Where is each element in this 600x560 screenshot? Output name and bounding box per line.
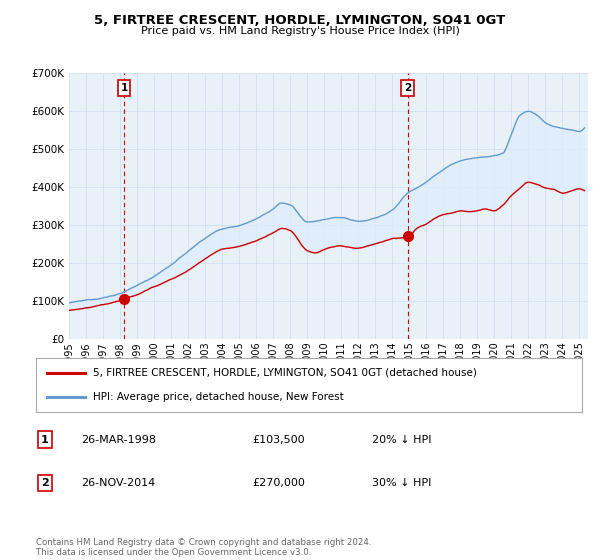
Text: £270,000: £270,000 [252, 478, 305, 488]
Text: 30% ↓ HPI: 30% ↓ HPI [372, 478, 431, 488]
Text: 1: 1 [41, 435, 49, 445]
Text: 26-MAR-1998: 26-MAR-1998 [81, 435, 156, 445]
Text: 26-NOV-2014: 26-NOV-2014 [81, 478, 155, 488]
Text: 1: 1 [121, 83, 128, 93]
Text: 2: 2 [41, 478, 49, 488]
Text: £103,500: £103,500 [252, 435, 305, 445]
Text: HPI: Average price, detached house, New Forest: HPI: Average price, detached house, New … [94, 392, 344, 402]
Text: Price paid vs. HM Land Registry's House Price Index (HPI): Price paid vs. HM Land Registry's House … [140, 26, 460, 36]
Text: 5, FIRTREE CRESCENT, HORDLE, LYMINGTON, SO41 0GT (detached house): 5, FIRTREE CRESCENT, HORDLE, LYMINGTON, … [94, 368, 477, 378]
Text: Contains HM Land Registry data © Crown copyright and database right 2024.
This d: Contains HM Land Registry data © Crown c… [36, 538, 371, 557]
Text: 5, FIRTREE CRESCENT, HORDLE, LYMINGTON, SO41 0GT: 5, FIRTREE CRESCENT, HORDLE, LYMINGTON, … [94, 14, 506, 27]
Text: 20% ↓ HPI: 20% ↓ HPI [372, 435, 431, 445]
Text: 2: 2 [404, 83, 411, 93]
